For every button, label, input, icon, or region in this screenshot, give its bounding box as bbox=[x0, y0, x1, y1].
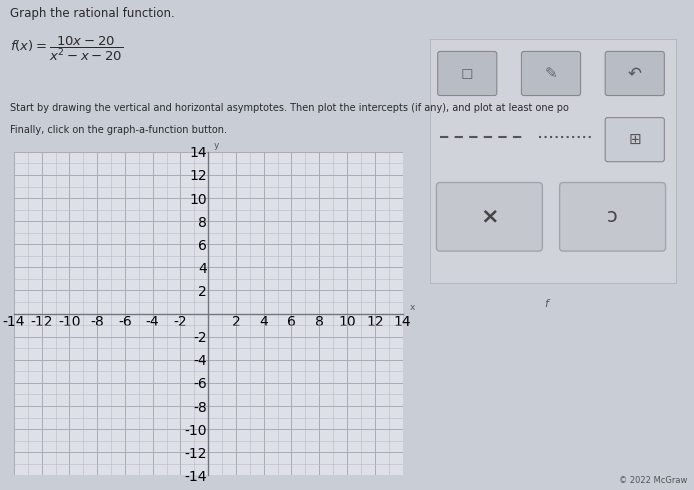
Text: Finally, click on the graph-a-function button.: Finally, click on the graph-a-function b… bbox=[10, 125, 228, 135]
FancyBboxPatch shape bbox=[605, 118, 664, 162]
FancyBboxPatch shape bbox=[559, 183, 666, 251]
Text: f: f bbox=[545, 299, 548, 309]
Text: Start by drawing the vertical and horizontal asymptotes. Then plot the intercept: Start by drawing the vertical and horizo… bbox=[10, 103, 569, 113]
Text: ✎: ✎ bbox=[545, 66, 557, 81]
Text: y: y bbox=[214, 141, 219, 149]
Text: x: x bbox=[409, 303, 415, 312]
Text: ×: × bbox=[480, 207, 499, 227]
Text: $f(x)=\dfrac{10x-20}{x^2-x-20}$: $f(x)=\dfrac{10x-20}{x^2-x-20}$ bbox=[10, 34, 124, 63]
FancyBboxPatch shape bbox=[430, 39, 677, 284]
Text: ⊞: ⊞ bbox=[628, 132, 641, 147]
Text: Graph the rational function.: Graph the rational function. bbox=[10, 7, 175, 21]
Text: ◻: ◻ bbox=[461, 66, 473, 81]
Text: © 2022 McGraw: © 2022 McGraw bbox=[618, 476, 687, 485]
FancyBboxPatch shape bbox=[605, 51, 664, 96]
FancyBboxPatch shape bbox=[437, 183, 543, 251]
Text: ↶: ↶ bbox=[628, 65, 642, 82]
Text: ↄ: ↄ bbox=[607, 207, 618, 226]
FancyBboxPatch shape bbox=[438, 51, 497, 96]
FancyBboxPatch shape bbox=[521, 51, 581, 96]
